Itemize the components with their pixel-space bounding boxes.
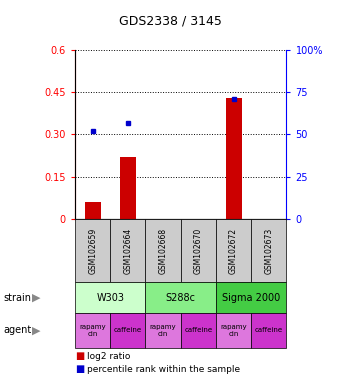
Bar [226,98,241,219]
Text: rapamy
cin: rapamy cin [150,324,176,337]
Bar [85,202,101,219]
Text: percentile rank within the sample: percentile rank within the sample [87,365,240,374]
Text: Sigma 2000: Sigma 2000 [222,293,280,303]
Text: GDS2338 / 3145: GDS2338 / 3145 [119,15,222,28]
Text: S288c: S288c [166,293,196,303]
Text: ▶: ▶ [32,293,40,303]
Text: GSM102664: GSM102664 [123,227,132,274]
Text: caffeine: caffeine [184,327,212,333]
Text: ■: ■ [75,351,84,361]
Text: GSM102670: GSM102670 [194,227,203,274]
Text: agent: agent [3,325,32,335]
Text: log2 ratio: log2 ratio [87,352,130,361]
Text: rapamy
cin: rapamy cin [220,324,247,337]
Bar [120,157,136,219]
Text: ▶: ▶ [32,325,40,335]
Text: caffeine: caffeine [114,327,142,333]
Text: strain: strain [3,293,31,303]
Text: GSM102673: GSM102673 [264,227,273,274]
Text: GSM102659: GSM102659 [88,227,97,274]
Text: rapamy
cin: rapamy cin [79,324,106,337]
Text: GSM102668: GSM102668 [159,227,168,274]
Text: GSM102672: GSM102672 [229,227,238,274]
Text: W303: W303 [96,293,124,303]
Text: ■: ■ [75,364,84,374]
Text: caffeine: caffeine [255,327,283,333]
